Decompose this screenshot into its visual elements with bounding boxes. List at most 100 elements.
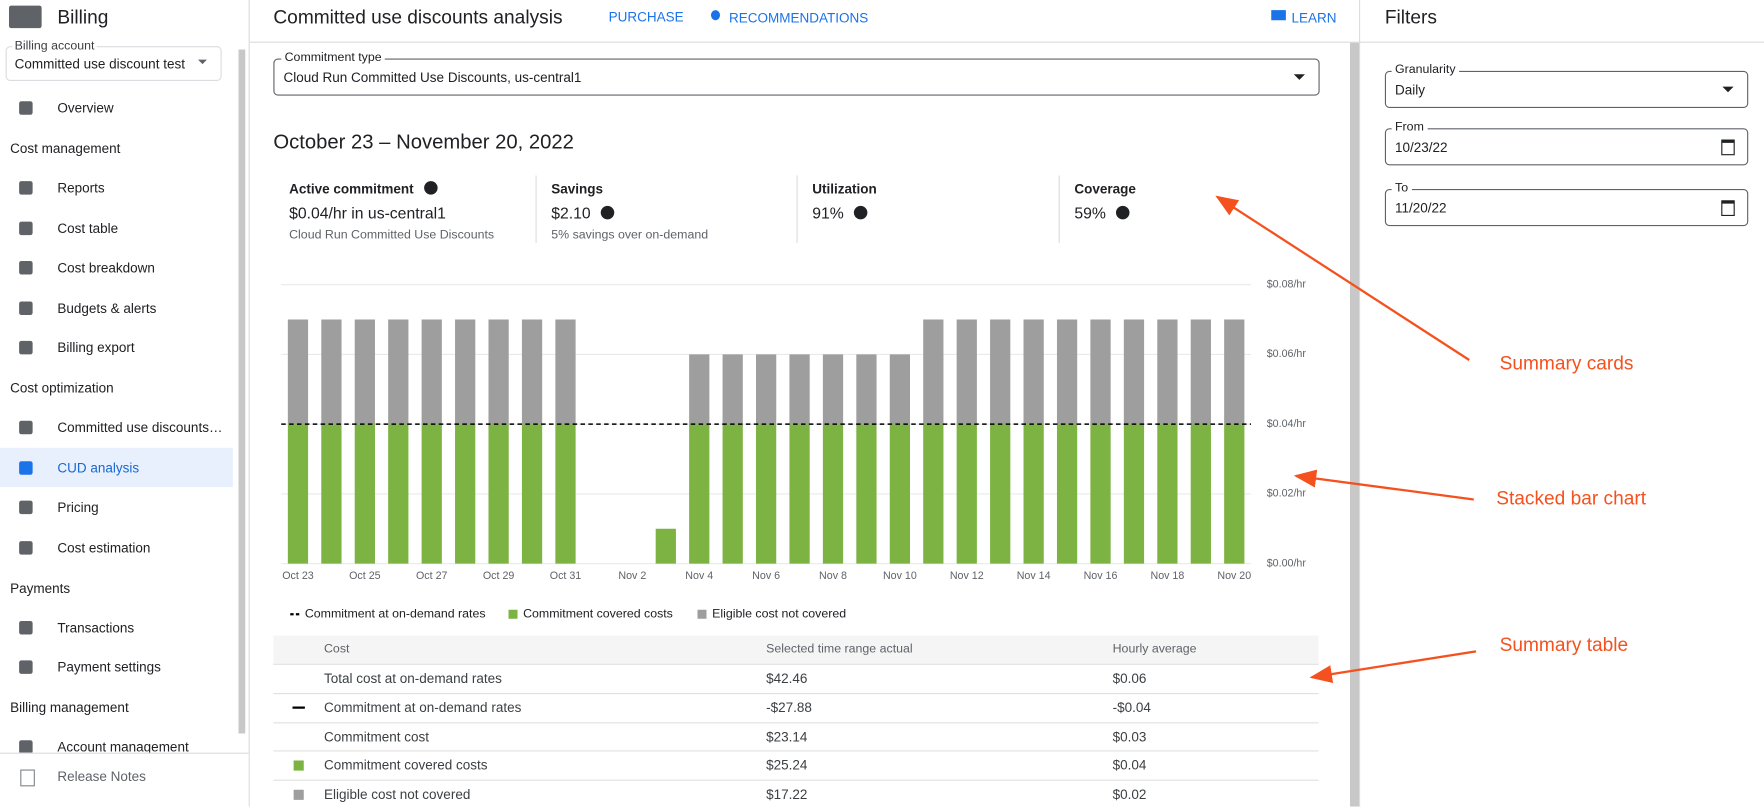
- filters-title: Filters: [1384, 6, 1437, 29]
- page-title: Committed use discounts analysis: [273, 6, 563, 29]
- nav-item[interactable]: Payment settings: [57, 659, 161, 675]
- y-tick-label: $0.06/hr: [1267, 348, 1307, 360]
- bar-segment: [756, 424, 777, 564]
- help-icon[interactable]: [1116, 205, 1130, 220]
- help-icon[interactable]: [423, 181, 438, 195]
- table-cell: $42.46: [766, 670, 808, 687]
- nav-item[interactable]: Committed use discounts…: [57, 419, 223, 436]
- bar-segment: [388, 319, 409, 425]
- x-tick-label: Nov 4: [685, 570, 713, 582]
- bar-segment: [455, 319, 476, 425]
- bar-segment: [354, 319, 375, 425]
- bar-segment: [287, 319, 309, 425]
- card-note: Cloud Run Committed Use Discounts: [289, 228, 495, 242]
- dropdown-arrow: [1722, 86, 1734, 93]
- legend-label: Commitment at on-demand rates: [305, 607, 486, 621]
- calendar-icon: [1721, 139, 1735, 156]
- annotation-arrow: [1215, 195, 1470, 361]
- bar-segment: [1023, 424, 1044, 564]
- bar-segment: [455, 424, 476, 564]
- table-cell: -$0.04: [1112, 699, 1151, 716]
- nav-icon: [19, 300, 33, 315]
- bar-segment: [1023, 319, 1044, 425]
- nav-item[interactable]: Account management: [57, 739, 189, 755]
- bar-segment: [1056, 319, 1078, 425]
- bar-segment: [287, 424, 309, 564]
- filter-field[interactable]: [1384, 128, 1749, 166]
- footer-link[interactable]: Release Notes: [57, 768, 146, 785]
- x-tick-label: Oct 31: [550, 570, 582, 582]
- nav-item[interactable]: CUD analysis: [57, 459, 140, 476]
- account-select[interactable]: [5, 46, 222, 81]
- nav-item[interactable]: Transactions: [57, 619, 135, 636]
- nav-icon: [19, 340, 33, 355]
- bar-segment: [789, 354, 810, 425]
- x-tick-label: Nov 18: [1150, 570, 1184, 582]
- card-note: 5% savings over on-demand: [551, 228, 709, 242]
- nav-item[interactable]: Pricing: [57, 499, 99, 516]
- nav-heading: Cost management: [10, 140, 121, 157]
- sidebar: [0, 0, 250, 807]
- nav-item[interactable]: Cost breakdown: [57, 259, 155, 276]
- tab[interactable]: PURCHASE: [608, 9, 684, 25]
- nav-item[interactable]: Billing export: [57, 339, 135, 356]
- annotation-arrow: [1293, 469, 1474, 501]
- nav-icon: [19, 620, 33, 634]
- bar-segment: [923, 424, 944, 564]
- filter-field[interactable]: [1384, 70, 1749, 108]
- bar-segment: [1224, 319, 1245, 425]
- account-label: Billing account: [12, 39, 97, 53]
- legend-swatch: [697, 609, 707, 619]
- filter-value: 11/20/22: [1395, 200, 1447, 216]
- app-icon: [9, 5, 42, 29]
- nav-item[interactable]: Cost table: [57, 219, 119, 236]
- bar-segment: [1157, 424, 1178, 564]
- bar-segment: [354, 424, 375, 564]
- nav-heading: Billing management: [10, 699, 129, 716]
- table-cell: -$27.88: [766, 699, 812, 716]
- header-bar: [249, 41, 1359, 43]
- help-icon[interactable]: [853, 205, 868, 220]
- table-cell: Total cost at on-demand rates: [324, 670, 502, 687]
- table-cell: Commitment covered costs: [324, 757, 488, 774]
- filter-field[interactable]: [1384, 189, 1749, 227]
- commitment-select[interactable]: [273, 58, 1320, 96]
- bar-segment: [321, 319, 342, 425]
- learn-link[interactable]: LEARN: [1291, 10, 1337, 26]
- bar-segment: [889, 424, 911, 564]
- nav-item[interactable]: Reports: [57, 180, 105, 196]
- x-tick-label: Nov 14: [1017, 570, 1051, 582]
- table-header: [273, 635, 1319, 664]
- x-tick-label: Nov 16: [1084, 570, 1118, 582]
- bar-segment: [555, 319, 576, 425]
- filter-value: Daily: [1395, 82, 1426, 98]
- sidebar-title: Billing: [57, 6, 109, 29]
- table-cell: Commitment cost: [324, 728, 430, 745]
- y-tick-label: $0.00/hr: [1267, 557, 1307, 569]
- nav-item[interactable]: Cost estimation: [57, 539, 151, 556]
- footer-icon: [20, 769, 35, 787]
- bar-segment: [822, 424, 844, 564]
- nav-item[interactable]: Budgets & alerts: [57, 299, 157, 316]
- bar-segment: [689, 424, 710, 564]
- bar-segment: [421, 424, 442, 564]
- bar-segment: [956, 424, 977, 564]
- help-icon[interactable]: [600, 205, 615, 220]
- nav-icon: [19, 460, 33, 475]
- y-tick-label: $0.02/hr: [1267, 488, 1307, 500]
- bar-segment: [1056, 424, 1078, 564]
- x-tick-label: Nov 20: [1217, 570, 1251, 582]
- annotation-label: Stacked bar chart: [1496, 489, 1646, 510]
- nav-item[interactable]: Overview: [57, 100, 114, 116]
- y-tick-label: $0.08/hr: [1267, 278, 1307, 290]
- table-row-border: [273, 750, 1319, 752]
- card-divider: [796, 175, 798, 243]
- row-icon: [292, 706, 305, 709]
- nav-icon: [19, 181, 33, 195]
- filters-divider: [1360, 41, 1764, 43]
- tab[interactable]: RECOMMENDATIONS: [729, 10, 869, 26]
- tab-icon: [711, 10, 720, 21]
- x-tick-label: Nov 2: [618, 570, 646, 582]
- filter-label: To: [1391, 181, 1412, 195]
- row-icon: [293, 789, 304, 801]
